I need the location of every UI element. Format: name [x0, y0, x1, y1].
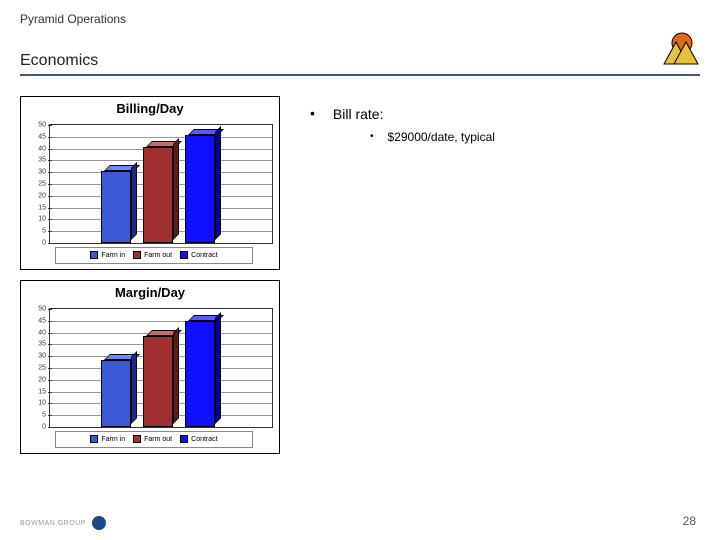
- y-tick-label: 5: [42, 412, 46, 419]
- legend-swatch-icon: [133, 251, 141, 259]
- legend-label: Farm in: [101, 436, 125, 443]
- y-tick-label: 50: [38, 306, 46, 313]
- y-tick-label: 30: [38, 169, 46, 176]
- legend-label: Contract: [191, 436, 217, 443]
- legend-label: Farm in: [101, 252, 125, 259]
- y-tick-label: 45: [38, 133, 46, 140]
- legend-swatch-icon: [180, 435, 188, 443]
- legend-swatch-icon: [133, 435, 141, 443]
- legend-item: Farm in: [90, 251, 125, 259]
- y-tick-label: 10: [38, 216, 46, 223]
- y-tick-label: 35: [38, 341, 46, 348]
- bar: [185, 135, 221, 243]
- y-tick-label: 15: [38, 388, 46, 395]
- y-tick-label: 5: [42, 228, 46, 235]
- y-tick-label: 30: [38, 353, 46, 360]
- y-tick-label: 25: [38, 365, 46, 372]
- legend-swatch-icon: [180, 251, 188, 259]
- legend-item: Farm out: [133, 251, 172, 259]
- bullet-level-2: • $29000/date, typical: [370, 130, 700, 144]
- chart-plot: 05101520253035404550: [49, 124, 273, 244]
- bullet-dot-icon: •: [370, 130, 374, 144]
- bullet-level-1: • Bill rate:: [310, 106, 700, 122]
- chart-plot: 05101520253035404550: [49, 308, 273, 428]
- y-tick-label: 40: [38, 329, 46, 336]
- charts-column: Billing/Day05101520253035404550Farm inFa…: [20, 96, 280, 454]
- footer-badge-icon: [92, 516, 106, 530]
- y-tick-label: 10: [38, 400, 46, 407]
- bullet-l2-text: $29000/date, typical: [388, 130, 495, 144]
- super-title: Pyramid Operations: [20, 12, 700, 26]
- y-tick-label: 15: [38, 204, 46, 211]
- bar: [101, 360, 137, 427]
- legend-label: Farm out: [144, 436, 172, 443]
- legend-label: Farm out: [144, 252, 172, 259]
- y-tick-label: 20: [38, 376, 46, 383]
- legend-item: Contract: [180, 251, 217, 259]
- bar: [143, 147, 179, 243]
- bar: [101, 171, 137, 243]
- bullet-l1-text: Bill rate:: [333, 106, 384, 122]
- chart-card: Margin/Day05101520253035404550Farm inFar…: [20, 280, 280, 454]
- page-title: Economics: [20, 52, 98, 70]
- bullet-dot-icon: •: [310, 106, 315, 122]
- bar: [185, 321, 221, 427]
- chart-legend: Farm in Farm out Contract: [55, 431, 253, 448]
- chart-title: Margin/Day: [21, 281, 279, 304]
- text-column: • Bill rate: • $29000/date, typical: [310, 96, 700, 454]
- legend-item: Contract: [180, 435, 217, 443]
- page-number: 28: [683, 514, 696, 528]
- chart-legend: Farm in Farm out Contract: [55, 247, 253, 264]
- chart-title: Billing/Day: [21, 97, 279, 120]
- legend-swatch-icon: [90, 251, 98, 259]
- chart-card: Billing/Day05101520253035404550Farm inFa…: [20, 96, 280, 270]
- y-tick-label: 25: [38, 181, 46, 188]
- y-tick-label: 0: [42, 424, 46, 431]
- legend-swatch-icon: [90, 435, 98, 443]
- legend-label: Contract: [191, 252, 217, 259]
- bar: [143, 336, 179, 427]
- y-tick-label: 0: [42, 240, 46, 247]
- y-tick-label: 50: [38, 122, 46, 129]
- footer-brand: BOWMAN GROUP: [20, 516, 106, 530]
- y-tick-label: 40: [38, 145, 46, 152]
- legend-item: Farm in: [90, 435, 125, 443]
- y-tick-label: 45: [38, 317, 46, 324]
- legend-item: Farm out: [133, 435, 172, 443]
- y-tick-label: 20: [38, 192, 46, 199]
- y-tick-label: 35: [38, 157, 46, 164]
- brand-logo-icon: [660, 30, 700, 70]
